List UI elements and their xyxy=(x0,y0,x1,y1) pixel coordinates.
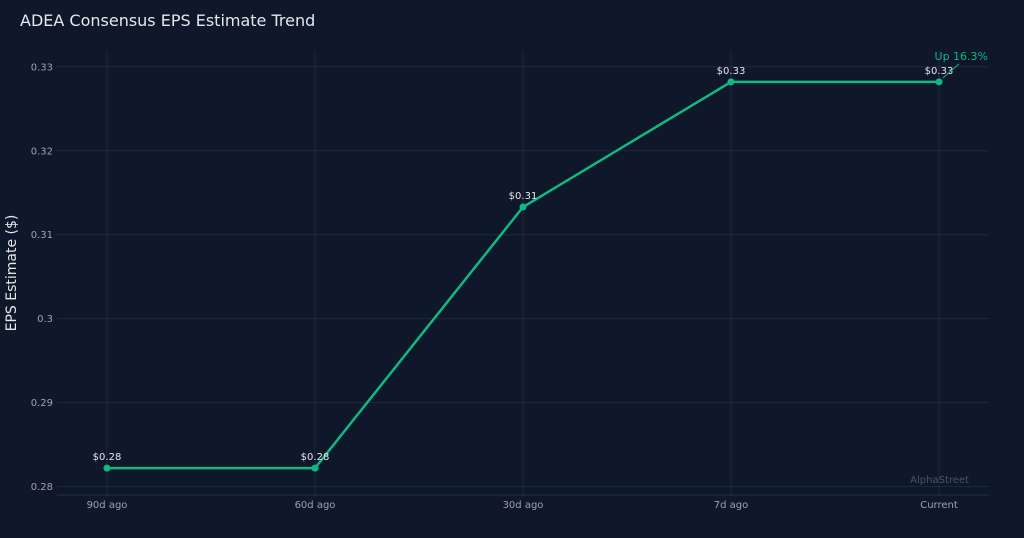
data-label: $0.28 xyxy=(93,452,122,463)
watermark: AlphaStreet xyxy=(910,475,969,486)
label-layer: $0.28 $0.28 $0.31 $0.33 $0.33 Up 16.3% xyxy=(93,50,988,463)
x-tick-label: 90d ago xyxy=(87,500,128,511)
data-label: $0.31 xyxy=(509,191,538,202)
data-point xyxy=(727,78,735,86)
y-tick-label: 0.29 xyxy=(31,398,53,409)
data-label: $0.28 xyxy=(301,452,330,463)
x-tick-label: 7d ago xyxy=(714,500,748,511)
series-layer xyxy=(103,78,943,472)
chart-title: ADEA Consensus EPS Estimate Trend xyxy=(20,11,315,30)
annotation-label: Up 16.3% xyxy=(935,50,988,63)
data-point xyxy=(519,203,527,211)
data-point xyxy=(935,78,943,86)
y-tick-label: 0.3 xyxy=(37,314,53,325)
y-tick-label: 0.31 xyxy=(31,230,53,241)
y-tick-label: 0.33 xyxy=(31,62,53,73)
grid-layer xyxy=(57,50,989,495)
y-tick-label: 0.32 xyxy=(31,146,53,157)
data-label: $0.33 xyxy=(925,66,954,77)
y-axis-label: EPS Estimate ($) xyxy=(4,215,20,332)
annotation-connector xyxy=(942,63,960,79)
axis-layer: 0.28 0.29 0.3 0.31 0.32 0.33 90d ago 60d ago 30d… xyxy=(31,62,989,511)
data-label: $0.33 xyxy=(717,66,746,77)
data-point xyxy=(103,464,111,472)
data-point xyxy=(311,464,319,472)
x-tick-label: 30d ago xyxy=(503,500,544,511)
x-tick-label: Current xyxy=(920,500,958,511)
y-tick-label: 0.28 xyxy=(31,482,53,493)
x-tick-label: 60d ago xyxy=(295,500,336,511)
